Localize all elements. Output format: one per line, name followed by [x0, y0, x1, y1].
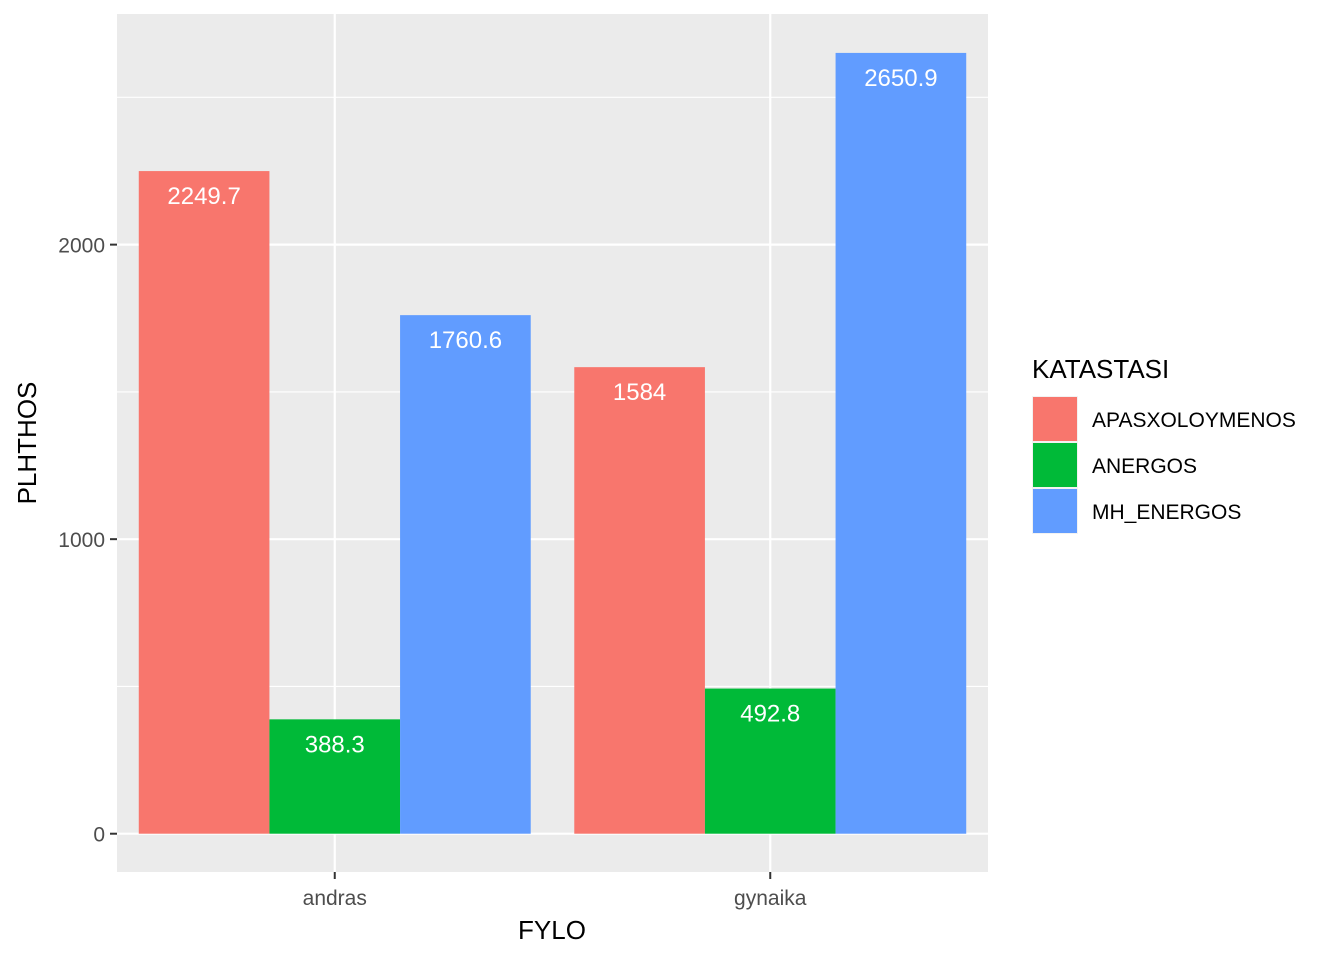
legend-swatch-mh-energos — [1033, 489, 1077, 533]
y-tick-label: 0 — [93, 824, 105, 847]
bars-group — [138, 52, 967, 834]
legend: KATASTASI APASXOLOYMENOS ANERGOS MH_ENERGO… — [1032, 354, 1296, 534]
y-axis-title: PLHTHOS — [12, 382, 42, 505]
bar-apasxoloymenos-gynaika — [574, 367, 705, 834]
bar-anergos-andras — [269, 719, 401, 834]
data-label: 2650.9 — [864, 65, 937, 92]
bar-mh-energos-gynaika — [835, 52, 967, 834]
legend-label: ANERGOS — [1092, 455, 1197, 478]
data-label: 492.8 — [740, 701, 800, 728]
legend-items: APASXOLOYMENOS ANERGOS MH_ENERGOS — [1032, 396, 1296, 534]
data-label: 388.3 — [305, 731, 365, 758]
x-tick-label: andras — [303, 887, 367, 910]
y-tick-label: 1000 — [58, 529, 105, 552]
data-label: 1760.6 — [429, 327, 502, 354]
bar-anergos-gynaika — [704, 688, 836, 834]
data-label: 1584 — [613, 379, 666, 406]
legend-title: KATASTASI — [1032, 354, 1169, 384]
x-axis-title: FYLO — [518, 915, 586, 945]
x-tick-label: gynaika — [734, 887, 807, 910]
legend-swatch-anergos — [1033, 443, 1077, 487]
bar-mh-energos-andras — [400, 315, 531, 834]
bar-apasxoloymenos-andras — [138, 171, 270, 834]
axes-group: 0 1000 2000 andras gynaika — [58, 235, 806, 910]
legend-label: APASXOLOYMENOS — [1092, 409, 1296, 432]
y-tick-label: 2000 — [58, 235, 105, 258]
data-labels-group: 2249.7 388.3 1760.6 1584 492.8 2650.9 — [167, 65, 937, 758]
legend-swatch-apasxoloymenos — [1033, 397, 1077, 441]
data-label: 2249.7 — [167, 183, 240, 210]
legend-label: MH_ENERGOS — [1092, 501, 1241, 524]
